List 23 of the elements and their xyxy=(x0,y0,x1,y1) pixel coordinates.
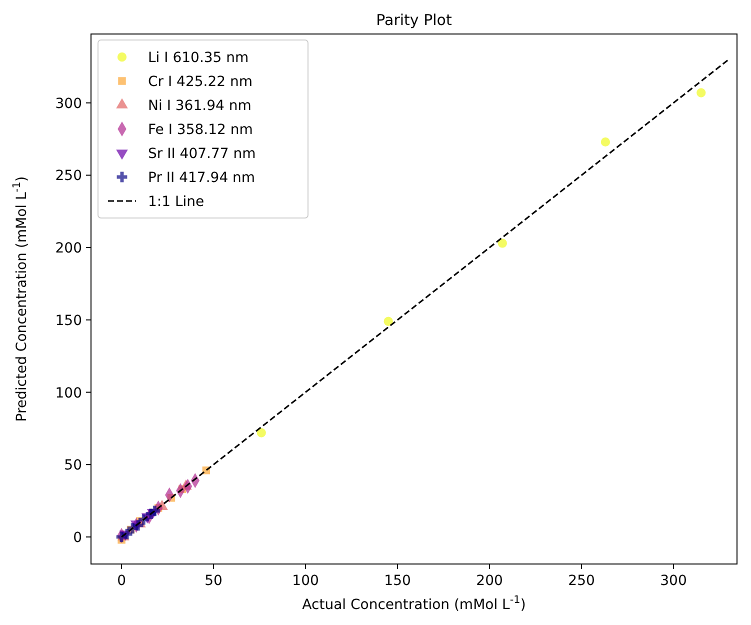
legend-label: Li I 610.35 nm xyxy=(148,50,249,66)
y-tick-label: 200 xyxy=(55,240,82,257)
y-tick-label: 250 xyxy=(55,168,82,184)
legend-label: Sr II 407.77 nm xyxy=(148,146,256,162)
x-tick-label: 250 xyxy=(568,573,595,589)
legend-label: Pr II 417.94 nm xyxy=(148,170,256,186)
y-tick-label: 50 xyxy=(64,458,82,474)
x-axis-title: Actual Concentration (mMol L$^{-1}$) xyxy=(302,594,526,613)
legend-label: Fe I 358.12 nm xyxy=(148,122,253,138)
x-tick-label: 100 xyxy=(292,573,319,589)
y-tick-label: 300 xyxy=(55,96,82,112)
x-tick-label: 0 xyxy=(117,573,126,589)
x-tick-label: 50 xyxy=(204,573,222,589)
y-tick-label: 150 xyxy=(55,312,82,329)
legend-label: Ni I 361.94 nm xyxy=(148,98,252,114)
x-tick-label: 200 xyxy=(476,573,503,589)
x-tick-label: 150 xyxy=(384,573,411,589)
y-tick-label: 100 xyxy=(55,385,82,402)
y-tick-label: 0 xyxy=(73,530,82,546)
chart-title: Parity Plot xyxy=(376,11,452,29)
x-tick-label: 300 xyxy=(660,573,687,589)
legend-label: 1:1 Line xyxy=(148,194,204,210)
legend-label: Cr I 425.22 nm xyxy=(148,74,253,90)
